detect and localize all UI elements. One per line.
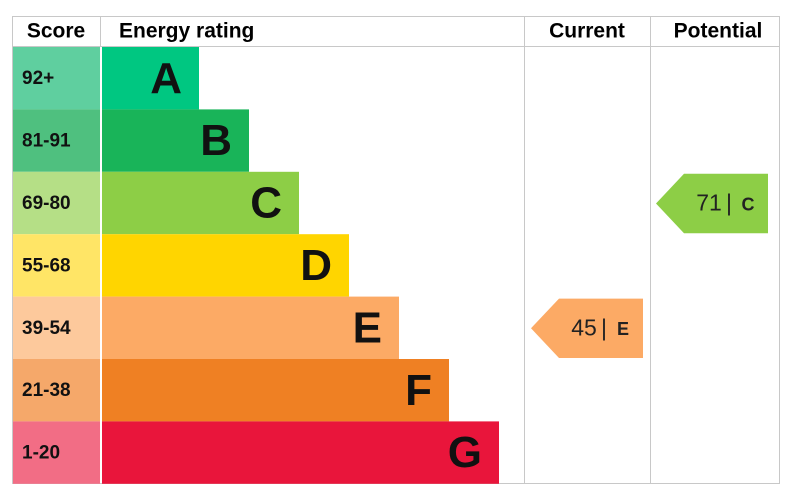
current-arrow (531, 298, 643, 358)
score-label: 55-68 (22, 255, 71, 276)
score-cell (13, 296, 100, 359)
score-label: 81-91 (22, 131, 71, 152)
score-label: 69-80 (22, 193, 71, 214)
current-separator: | (601, 314, 607, 340)
rating-bar (102, 171, 299, 235)
rating-bar (102, 359, 449, 422)
score-cell (13, 234, 100, 297)
header-score: Score (27, 20, 85, 43)
score-cell (13, 109, 100, 172)
potential-value: 71 (696, 190, 722, 216)
rating-bar (102, 234, 349, 297)
rating-letter: B (200, 116, 232, 165)
rating-letter: G (448, 428, 482, 477)
rating-bar (102, 109, 249, 172)
rating-letter: E (353, 303, 382, 352)
score-cell (13, 421, 100, 484)
potential-rating: C (742, 194, 755, 214)
score-label: 21-38 (22, 380, 71, 401)
header-current: Current (549, 20, 625, 43)
rating-letter: F (405, 366, 432, 415)
rating-letter: D (300, 241, 332, 290)
potential-separator: | (726, 190, 732, 216)
rating-letter: A (150, 54, 182, 103)
header-energy-rating: Energy rating (119, 20, 254, 43)
rating-bar (102, 421, 499, 484)
potential-arrow (656, 173, 768, 234)
score-label: 39-54 (22, 318, 71, 339)
score-cell (13, 171, 100, 235)
score-cell (13, 359, 100, 422)
current-value: 45 (571, 314, 597, 340)
header-potential: Potential (674, 20, 763, 43)
rating-letter: C (250, 179, 282, 228)
score-label: 92+ (22, 68, 54, 89)
rating-bar (102, 296, 399, 359)
score-cell (13, 47, 100, 110)
rating-bar (102, 47, 199, 110)
current-rating: E (617, 319, 629, 339)
score-label: 1-20 (22, 443, 60, 464)
